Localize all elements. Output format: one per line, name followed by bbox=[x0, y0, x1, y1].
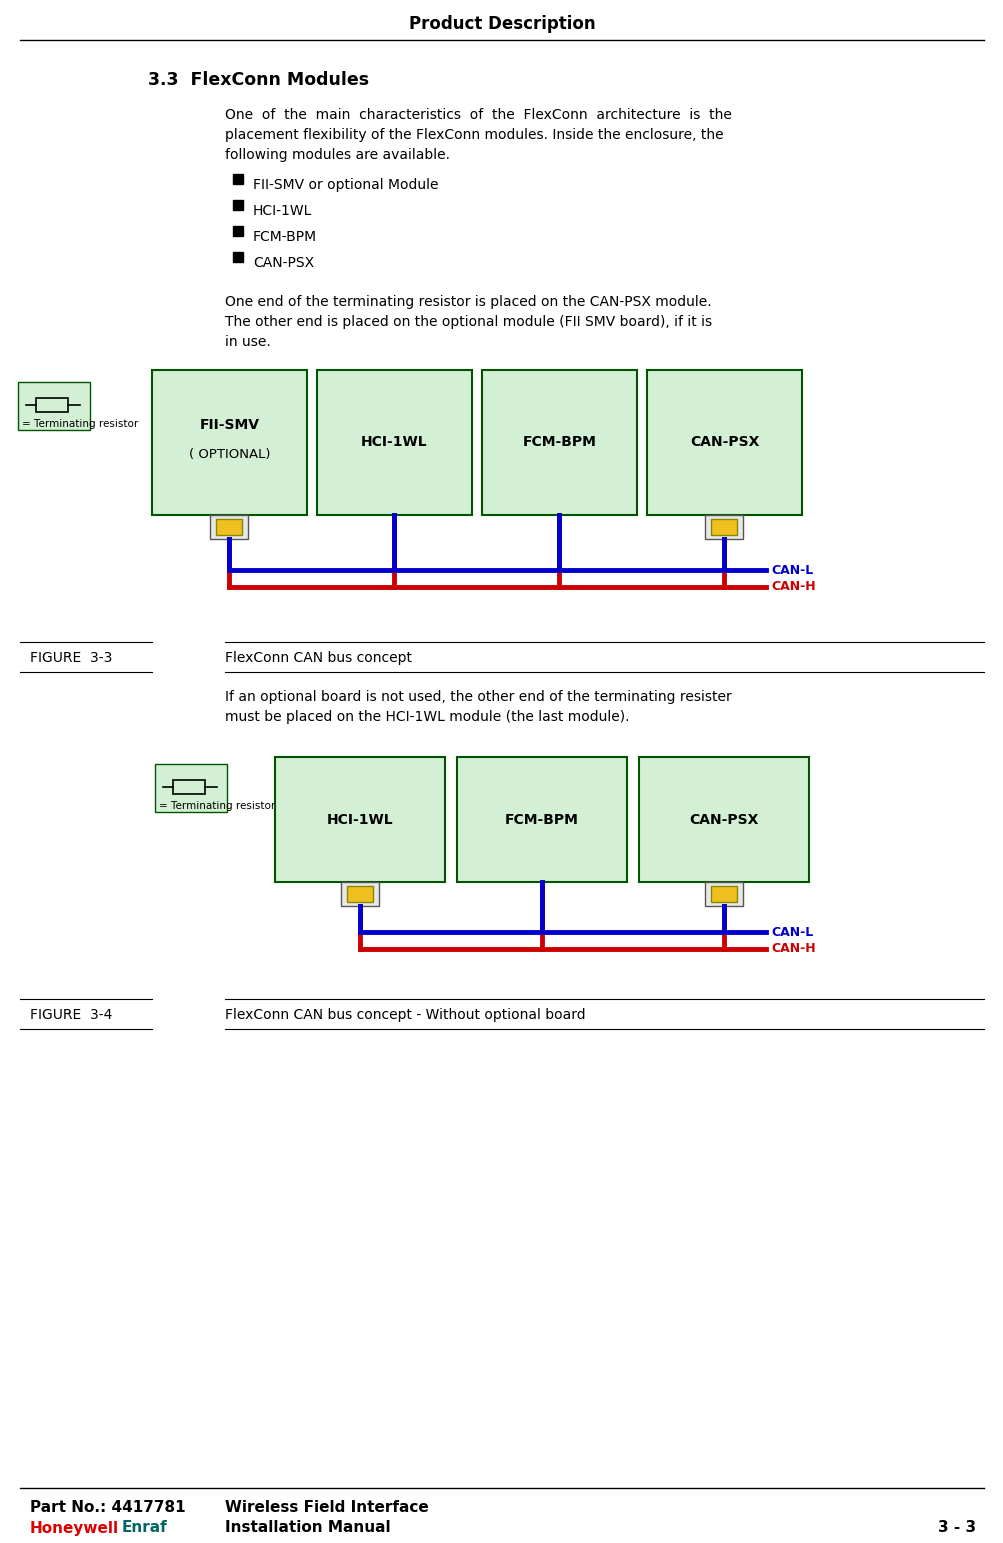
Text: 3.3  FlexConn Modules: 3.3 FlexConn Modules bbox=[147, 71, 369, 89]
Bar bbox=[233, 174, 243, 184]
Text: HCI-1WL: HCI-1WL bbox=[326, 813, 393, 827]
Text: FIGURE  3-3: FIGURE 3-3 bbox=[30, 651, 112, 665]
Bar bbox=[711, 518, 737, 535]
Text: CAN-PSX: CAN-PSX bbox=[689, 435, 758, 449]
Text: 3 - 3: 3 - 3 bbox=[937, 1520, 975, 1535]
Text: The other end is placed on the optional module (FII SMV board), if it is: The other end is placed on the optional … bbox=[225, 315, 711, 329]
Bar bbox=[456, 758, 627, 883]
Bar bbox=[18, 383, 90, 430]
Text: Product Description: Product Description bbox=[408, 15, 595, 32]
Bar bbox=[481, 370, 636, 515]
Text: Installation Manual: Installation Manual bbox=[225, 1520, 390, 1535]
Text: must be placed on the HCI-1WL module (the last module).: must be placed on the HCI-1WL module (th… bbox=[225, 710, 629, 724]
Bar bbox=[233, 201, 243, 210]
Text: Wireless Field Interface: Wireless Field Interface bbox=[225, 1500, 428, 1515]
Bar bbox=[36, 398, 68, 412]
Bar bbox=[638, 758, 808, 883]
Bar bbox=[154, 764, 227, 812]
Text: Enraf: Enraf bbox=[122, 1520, 168, 1535]
Text: = Terminating resistor: = Terminating resistor bbox=[158, 801, 275, 812]
Bar bbox=[217, 518, 243, 535]
Text: Part No.: 4417781: Part No.: 4417781 bbox=[30, 1500, 186, 1515]
Bar bbox=[317, 370, 471, 515]
Text: CAN-H: CAN-H bbox=[770, 943, 814, 955]
Bar bbox=[704, 883, 742, 906]
Bar bbox=[705, 515, 743, 539]
Text: Honeywell: Honeywell bbox=[30, 1520, 119, 1535]
Bar bbox=[347, 886, 373, 903]
Text: CAN-H: CAN-H bbox=[770, 580, 815, 594]
Bar bbox=[173, 781, 205, 795]
Text: placement flexibility of the FlexConn modules. Inside the enclosure, the: placement flexibility of the FlexConn mo… bbox=[225, 128, 723, 142]
Text: If an optional board is not used, the other end of the terminating resister: If an optional board is not used, the ot… bbox=[225, 690, 731, 704]
Text: One end of the terminating resistor is placed on the CAN-PSX module.: One end of the terminating resistor is p… bbox=[225, 295, 711, 309]
Text: FIGURE  3-4: FIGURE 3-4 bbox=[30, 1008, 112, 1021]
Text: CAN-PSX: CAN-PSX bbox=[689, 813, 758, 827]
Text: FII-SMV or optional Module: FII-SMV or optional Module bbox=[253, 177, 438, 191]
Text: One  of  the  main  characteristics  of  the  FlexConn  architecture  is  the: One of the main characteristics of the F… bbox=[225, 108, 731, 122]
Bar bbox=[275, 758, 444, 883]
Bar bbox=[151, 370, 307, 515]
Text: = Terminating resistor: = Terminating resistor bbox=[22, 420, 138, 429]
Bar bbox=[646, 370, 801, 515]
Text: FCM-BPM: FCM-BPM bbox=[253, 230, 317, 244]
Text: CAN-L: CAN-L bbox=[770, 926, 812, 938]
Text: HCI-1WL: HCI-1WL bbox=[361, 435, 427, 449]
Bar bbox=[233, 225, 243, 236]
Bar bbox=[233, 252, 243, 262]
Text: ( OPTIONAL): ( OPTIONAL) bbox=[189, 447, 270, 461]
Bar bbox=[341, 883, 378, 906]
Bar bbox=[710, 886, 736, 903]
Text: following modules are available.: following modules are available. bbox=[225, 148, 449, 162]
Bar bbox=[211, 515, 249, 539]
Text: FlexConn CAN bus concept: FlexConn CAN bus concept bbox=[225, 651, 411, 665]
Text: FCM-BPM: FCM-BPM bbox=[505, 813, 579, 827]
Text: FII-SMV: FII-SMV bbox=[200, 418, 259, 432]
Text: FCM-BPM: FCM-BPM bbox=[522, 435, 596, 449]
Text: CAN-L: CAN-L bbox=[770, 563, 813, 577]
Text: FlexConn CAN bus concept - Without optional board: FlexConn CAN bus concept - Without optio… bbox=[225, 1008, 585, 1021]
Text: CAN-PSX: CAN-PSX bbox=[253, 256, 314, 270]
Text: HCI-1WL: HCI-1WL bbox=[253, 204, 312, 218]
Text: in use.: in use. bbox=[225, 335, 271, 349]
